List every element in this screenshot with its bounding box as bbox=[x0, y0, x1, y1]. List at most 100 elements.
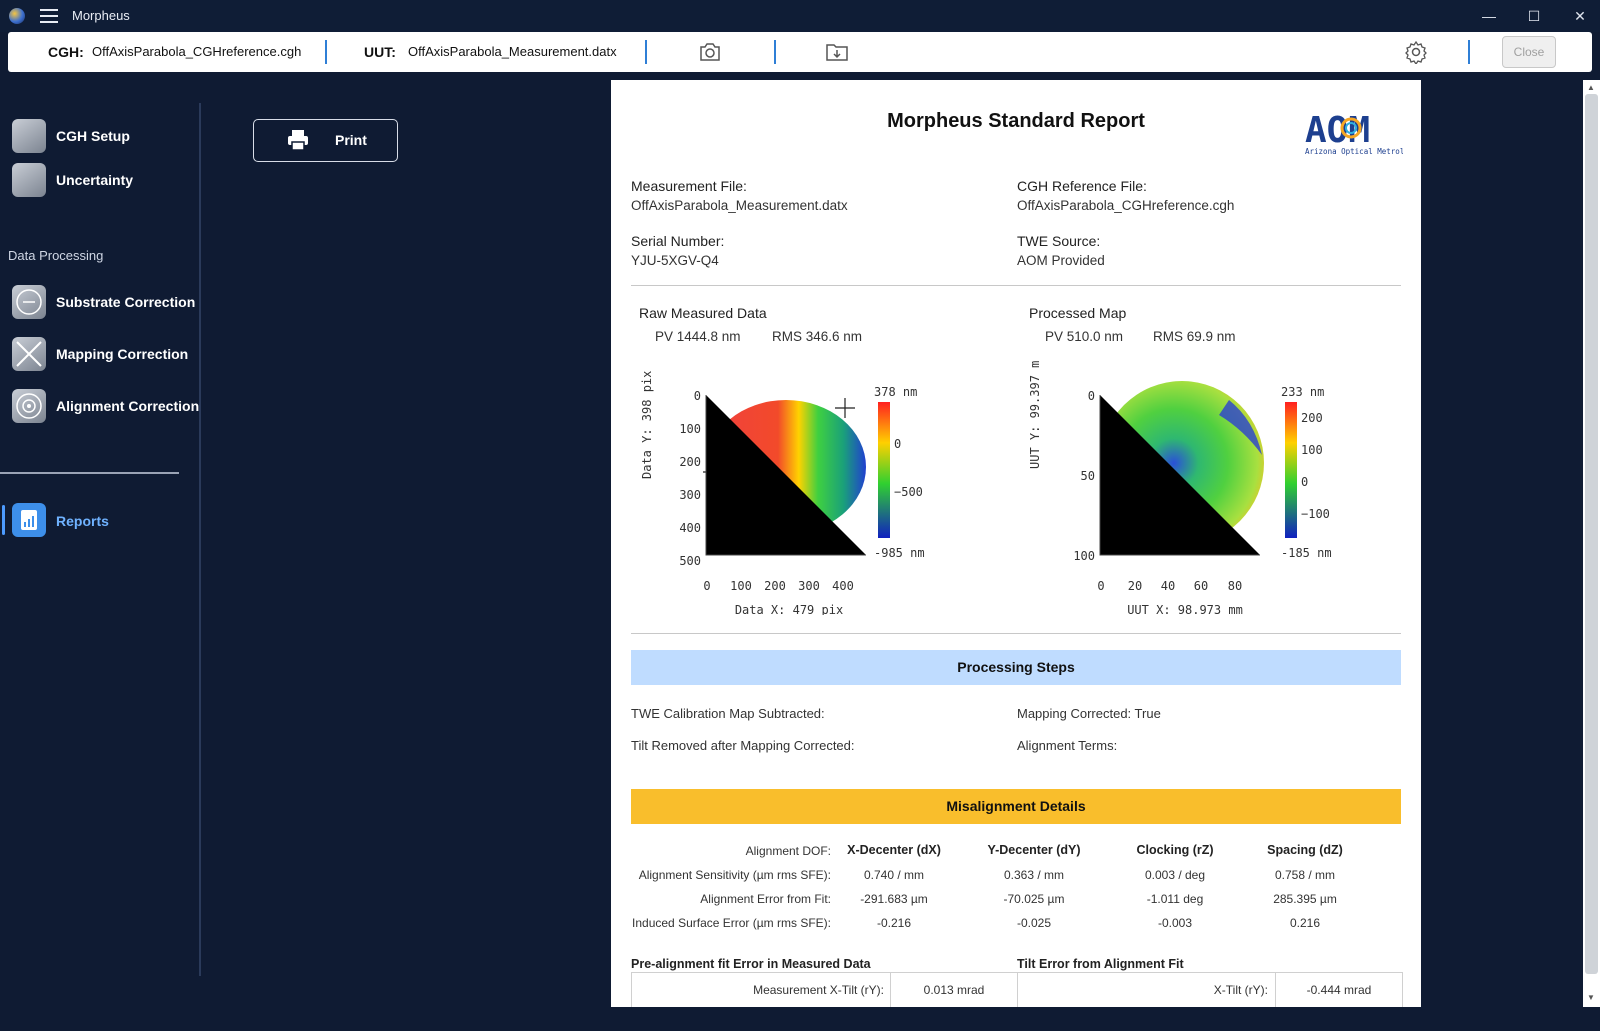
table-cell: 0.740 / mm bbox=[863, 868, 925, 882]
folder-download-icon[interactable] bbox=[825, 40, 849, 64]
column-header: Y-Decenter (dY) bbox=[987, 843, 1081, 857]
row-label: Induced Surface Error (µm rms SFE): bbox=[632, 916, 831, 930]
processing-steps-header: Processing Steps bbox=[631, 650, 1401, 685]
column-header: Spacing (dZ) bbox=[1267, 843, 1343, 857]
table-cell: -0.216 bbox=[876, 916, 912, 930]
svg-text:80: 80 bbox=[1228, 579, 1242, 593]
processed-map-plot: UUT Y: 99.397 mm 0 50 100 0 20 40 60 80 … bbox=[1029, 360, 1332, 615]
svg-text:UUT Y: 99.397 mm: UUT Y: 99.397 mm bbox=[1029, 360, 1042, 469]
sidebar-divider bbox=[0, 472, 179, 474]
report-scrollbar[interactable]: ▲ ▼ bbox=[1583, 80, 1600, 1007]
magnifier-icon bbox=[12, 163, 46, 197]
sidebar-item-substrate-correction[interactable]: Substrate Correction bbox=[10, 283, 200, 323]
settings-gear-icon[interactable] bbox=[1404, 40, 1428, 64]
svg-text:200: 200 bbox=[764, 579, 786, 593]
uut-label: UUT: bbox=[364, 44, 396, 60]
raw-rms: RMS 346.6 nm bbox=[772, 329, 863, 344]
table-cell: -70.025 µm bbox=[1003, 892, 1065, 906]
uut-file-name[interactable]: OffAxisParabola_Measurement.datx bbox=[408, 44, 617, 59]
close-file-button[interactable]: Close bbox=[1502, 36, 1556, 68]
cgh-file-label: CGH Reference File: bbox=[1017, 178, 1147, 194]
svg-text:UUT X: 98.973 mm: UUT X: 98.973 mm bbox=[1127, 603, 1243, 615]
sidebar-item-uncertainty[interactable]: Uncertainty bbox=[10, 161, 200, 201]
sidebar-item-reports[interactable]: Reports bbox=[56, 513, 109, 529]
twe-source-label: TWE Source: bbox=[1017, 233, 1101, 249]
camera-icon[interactable] bbox=[698, 40, 722, 64]
maximize-button[interactable]: ☐ bbox=[1527, 8, 1541, 24]
svg-text:400: 400 bbox=[679, 521, 701, 535]
twe-calibration-step: TWE Calibration Map Subtracted: bbox=[631, 706, 825, 721]
svg-text:500: 500 bbox=[679, 554, 701, 568]
svg-text:100: 100 bbox=[730, 579, 752, 593]
svg-text:200: 200 bbox=[1301, 411, 1323, 425]
sidebar-item-mapping-correction[interactable]: Mapping Correction bbox=[10, 335, 200, 375]
misalignment-header: Misalignment Details bbox=[631, 789, 1401, 824]
window-close-button[interactable]: ✕ bbox=[1574, 8, 1586, 24]
table-cell: -0.003 bbox=[1157, 916, 1193, 930]
row-label: Alignment Sensitivity (µm rms SFE): bbox=[638, 868, 831, 882]
table-cell: 285.395 µm bbox=[1273, 892, 1337, 906]
column-header: X-Decenter (dX) bbox=[847, 843, 941, 857]
serial-number-value: YJU-5XGV-Q4 bbox=[631, 253, 719, 268]
scroll-down-icon[interactable]: ▼ bbox=[1587, 993, 1595, 1002]
svg-text:0: 0 bbox=[1097, 579, 1104, 593]
svg-text:0: 0 bbox=[703, 579, 710, 593]
active-indicator bbox=[2, 505, 5, 535]
svg-text:100: 100 bbox=[1073, 549, 1095, 563]
xtilt-label: X-Tilt (rY): bbox=[1213, 983, 1268, 997]
svg-text:Arizona Optical Metrology: Arizona Optical Metrology bbox=[1305, 147, 1403, 156]
measurement-file-label: Measurement File: bbox=[631, 178, 747, 194]
title-bar: Morpheus — ☐ ✕ bbox=[0, 0, 1600, 32]
svg-text:-185 nm: -185 nm bbox=[1281, 546, 1332, 560]
table-cell: -1.011 deg bbox=[1146, 892, 1204, 906]
target-icon bbox=[12, 389, 46, 423]
sidebar-item-label: Uncertainty bbox=[56, 172, 134, 188]
raw-plot-title: Raw Measured Data bbox=[639, 305, 767, 321]
svg-text:0: 0 bbox=[694, 389, 701, 403]
svg-text:378 nm: 378 nm bbox=[874, 385, 917, 399]
minimize-button[interactable]: — bbox=[1482, 8, 1496, 24]
svg-text:50: 50 bbox=[1081, 469, 1095, 483]
cgh-file-name[interactable]: OffAxisParabola_CGHreference.cgh bbox=[92, 44, 302, 59]
svg-text:100: 100 bbox=[679, 422, 701, 436]
svg-text:100: 100 bbox=[1301, 443, 1323, 457]
svg-text:Data Y: 398 pix: Data Y: 398 pix bbox=[641, 371, 654, 479]
divider bbox=[631, 633, 1401, 634]
table-cell: -291.683 µm bbox=[860, 892, 928, 906]
tilt-error-title: Tilt Error from Alignment Fit bbox=[1017, 957, 1184, 971]
cgh-label: CGH: bbox=[48, 44, 84, 60]
processed-plot-title: Processed Map bbox=[1029, 305, 1127, 321]
substrate-icon bbox=[12, 285, 46, 319]
hamburger-menu-icon[interactable] bbox=[40, 9, 58, 23]
sidebar-item-label: Substrate Correction bbox=[56, 294, 196, 310]
scroll-up-icon[interactable]: ▲ bbox=[1587, 83, 1595, 92]
cgh-setup-icon bbox=[12, 119, 46, 153]
measurement-file-value: OffAxisParabola_Measurement.datx bbox=[631, 198, 848, 213]
sidebar-item-alignment-correction[interactable]: Alignment Correction bbox=[10, 387, 200, 427]
separator bbox=[645, 40, 647, 64]
row-label: Alignment Error from Fit: bbox=[700, 892, 831, 906]
processed-rms: RMS 69.9 nm bbox=[1153, 329, 1236, 344]
report-title: Morpheus Standard Report bbox=[887, 110, 1145, 132]
raw-pv: PV 1444.8 nm bbox=[655, 329, 741, 344]
app-title: Morpheus bbox=[72, 8, 130, 23]
sidebar-item-label: Alignment Correction bbox=[56, 398, 200, 414]
scroll-thumb[interactable] bbox=[1585, 94, 1598, 974]
twe-source-value: AOM Provided bbox=[1017, 253, 1105, 268]
svg-text:300: 300 bbox=[679, 488, 701, 502]
svg-text:Data X: 479 pix: Data X: 479 pix bbox=[735, 603, 843, 615]
sidebar-item-label: Mapping Correction bbox=[56, 346, 189, 362]
print-label: Print bbox=[335, 132, 367, 148]
svg-text:233 nm: 233 nm bbox=[1281, 385, 1324, 399]
measurement-xtilt-value: 0.013 mrad bbox=[923, 983, 985, 997]
reports-icon[interactable] bbox=[12, 503, 46, 537]
data-processing-section-label: Data Processing bbox=[8, 248, 104, 263]
sidebar-item-cgh-setup[interactable]: CGH Setup bbox=[10, 117, 200, 157]
mapping-corrected-step: Mapping Corrected: True bbox=[1017, 706, 1161, 721]
sidebar-item-label: CGH Setup bbox=[56, 128, 130, 144]
raw-measured-data-plot: Data Y: 398 pix 0 100 200 300 400 500 0 … bbox=[641, 371, 925, 615]
svg-text:−100: −100 bbox=[1301, 507, 1330, 521]
measurement-xtilt-label: Measurement X-Tilt (rY): bbox=[753, 983, 884, 997]
tilt-removed-step: Tilt Removed after Mapping Corrected: bbox=[631, 738, 855, 753]
print-button[interactable]: Print bbox=[253, 119, 398, 162]
